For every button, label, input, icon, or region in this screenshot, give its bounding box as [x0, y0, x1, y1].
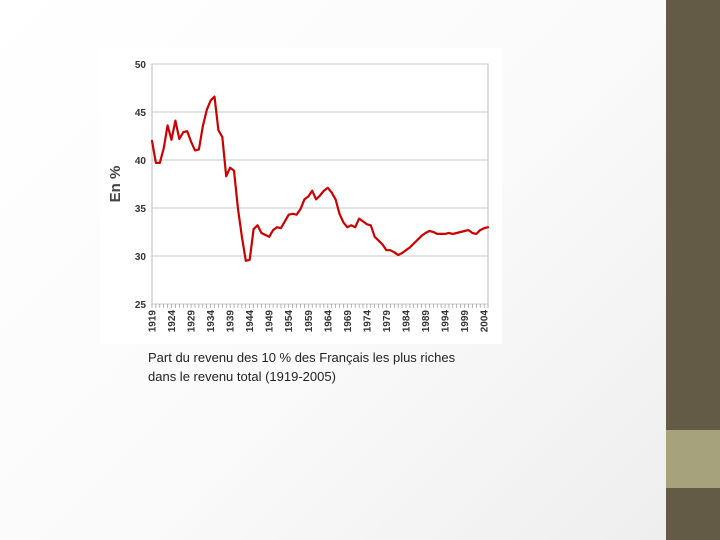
y-tick-label: 35: [135, 204, 147, 215]
y-tick-label: 30: [135, 252, 147, 263]
x-tick-label: 1999: [460, 310, 471, 333]
x-tick-label: 1939: [226, 310, 237, 333]
x-tick-label: 1929: [187, 310, 198, 333]
x-tick-label: 1979: [382, 310, 393, 333]
x-tick-label: 1934: [206, 310, 217, 333]
y-axis-label: En %: [107, 166, 124, 203]
y-tick-label: 40: [135, 156, 147, 167]
x-tick-label: 1919: [148, 310, 159, 333]
line-chart: 25 30 35 40 45 50 1919 1924 1929 1934 1939 1944 1949…: [107, 60, 491, 333]
x-tick-label: 1944: [245, 310, 256, 333]
caption-line-1: Part du revenu des 10 % des Français les…: [148, 350, 456, 365]
sidebar-dark-bottom: [666, 488, 720, 540]
x-tick-label: 1924: [167, 310, 178, 333]
x-tick-label: 1969: [343, 310, 354, 333]
x-tick-label: 1994: [441, 310, 452, 333]
x-tick-label: 1949: [265, 310, 276, 333]
y-tick-label: 45: [135, 108, 147, 119]
x-tick-label: 1984: [401, 310, 412, 333]
chart-caption: Part du revenu des 10 % des Français les…: [148, 348, 518, 386]
y-tick-label: 25: [135, 300, 147, 311]
x-tick-label: 1959: [304, 310, 315, 333]
sidebar-accent: [666, 430, 720, 488]
x-tick-label: 2004: [480, 310, 491, 333]
sidebar-dark-top: [666, 0, 720, 430]
x-tick-label: 1964: [323, 310, 334, 333]
x-tick-label: 1974: [362, 310, 373, 333]
y-tick-label: 50: [135, 60, 147, 71]
x-tick-label: 1989: [421, 310, 432, 333]
series-line: [150, 95, 490, 262]
plot-area: [151, 63, 489, 305]
x-tick-label: 1954: [284, 310, 295, 333]
chart-panel: 25 30 35 40 45 50 1919 1924 1929 1934 1939 1944 1949…: [100, 48, 502, 344]
caption-line-2: dans le revenu total (1919-2005): [148, 369, 336, 384]
